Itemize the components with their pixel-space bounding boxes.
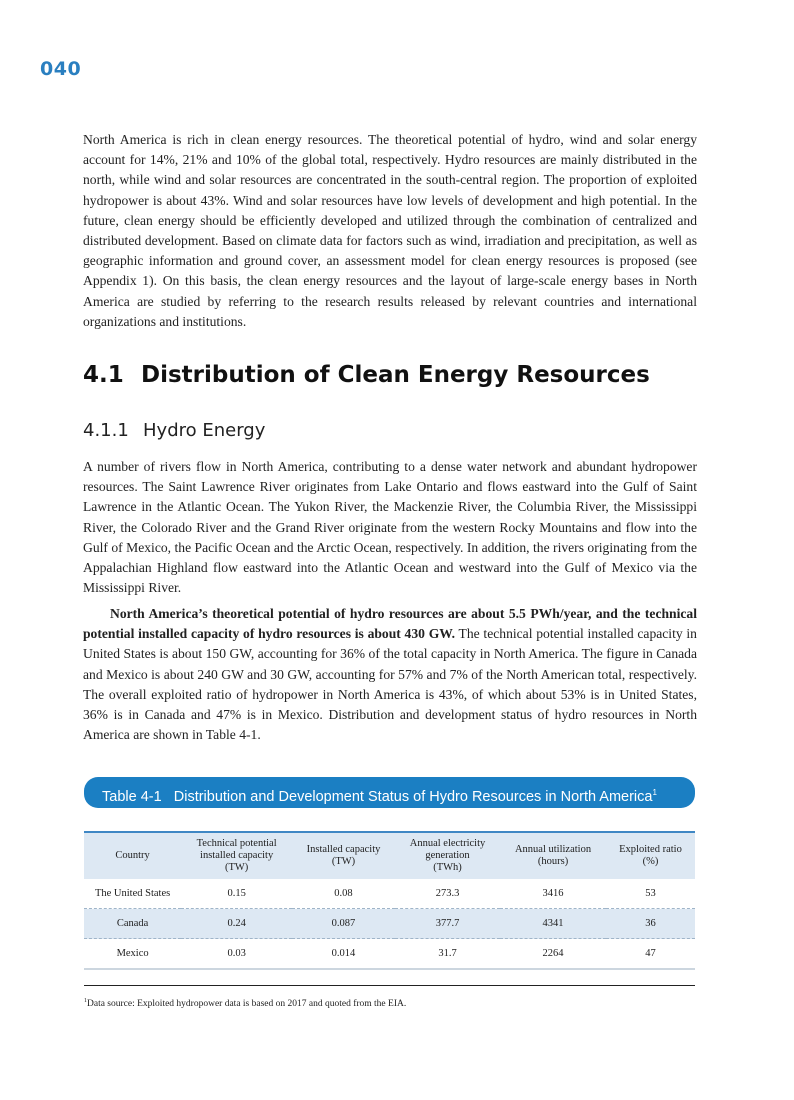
column-header-line: (hours) <box>537 856 569 867</box>
paragraph-potential-bold: North America’s theoretical potential of… <box>83 606 697 642</box>
table-cell: 0.15 <box>227 888 246 899</box>
footnote-text: Data source: Exploited hydropower data i… <box>87 999 407 1010</box>
subsection-title: Hydro Energy <box>143 420 266 441</box>
column-header-line: Country <box>115 850 150 861</box>
table-label: Table 4-1 <box>102 788 162 805</box>
column-header-line: installed capacity <box>200 850 274 861</box>
table-row: The United States 0.15 0.08 273.3 3416 53 <box>84 879 695 909</box>
column-header: Annual utilization (hours) <box>500 832 606 879</box>
column-header-line: (TW) <box>224 862 249 873</box>
table-cell: 4341 <box>542 918 564 929</box>
section-title: Distribution of Clean Energy Resources <box>141 362 650 388</box>
footnote-mark: 1 <box>84 998 87 1004</box>
column-header-line: Technical potential <box>196 838 277 849</box>
column-header: Installed capacity (TW) <box>292 832 395 879</box>
table-cell: 47 <box>645 948 656 959</box>
table-row: Canada 0.24 0.087 377.7 4341 36 <box>84 908 695 939</box>
column-header-line: Annual electricity <box>409 838 486 849</box>
table-cell: 0.014 <box>331 948 356 959</box>
caption-footnote-mark: 1 <box>652 788 657 797</box>
hydro-resources-table: Country Technical potential installed capa… <box>84 831 695 970</box>
column-header-line: (%) <box>642 856 659 867</box>
table-cell: 0.08 <box>334 888 353 899</box>
table-cell: 0.24 <box>227 918 246 929</box>
column-header-line: generation <box>425 850 470 861</box>
footnote: 1Data source: Exploited hydropower data … <box>84 998 406 1009</box>
subsection-number: 4.1.1 <box>83 420 129 441</box>
section-number: 4.1 <box>83 362 124 388</box>
column-header: Annual electricity generation (TWh) <box>395 832 500 879</box>
column-header: Technical potential installed capacity (TW… <box>181 832 292 879</box>
section-heading: 4.1 Distribution of Clean Energy Resource… <box>83 362 650 388</box>
column-header-line: (TWh) <box>433 862 462 873</box>
table-caption: Table 4-1 Distribution and Development S… <box>84 777 695 808</box>
table-cell: 3416 <box>542 888 564 899</box>
page-number: 040 <box>40 58 82 80</box>
column-header-line: (TW) <box>331 856 356 867</box>
table-cell: 0.03 <box>227 948 246 959</box>
intro-paragraph: North America is rich in clean energy re… <box>83 132 697 329</box>
paragraph-potential-text: The technical potential installed capaci… <box>83 626 697 743</box>
column-header-line: Installed capacity <box>306 844 381 855</box>
paragraph-potential: North America’s theoretical potential of… <box>83 604 697 745</box>
table-cell: Mexico <box>116 948 149 959</box>
table-cell: 377.7 <box>435 918 460 929</box>
table-cell: 2264 <box>542 948 564 959</box>
column-header: Exploited ratio (%) <box>606 832 695 879</box>
paragraph-rivers: A number of rivers flow in North America… <box>83 459 697 596</box>
table-cell: 31.7 <box>438 948 457 959</box>
table-header-row: Country Technical potential installed capa… <box>84 832 695 879</box>
table-cell: 36 <box>645 918 656 929</box>
footnote-divider <box>84 985 695 986</box>
table-cell: 273.3 <box>435 888 460 899</box>
table-cell: The United States <box>94 888 171 899</box>
column-header: Country <box>84 832 181 879</box>
table-cell: Canada <box>116 918 149 929</box>
table-title: Distribution and Development Status of H… <box>173 788 653 805</box>
subsection-heading: 4.1.1 Hydro Energy <box>83 420 265 441</box>
table-cell: 0.087 <box>331 918 356 929</box>
table-row: Mexico 0.03 0.014 31.7 2264 47 <box>84 939 695 969</box>
column-header-line: Annual utilization <box>514 844 592 855</box>
table-cell: 53 <box>645 888 656 899</box>
column-header-line: Exploited ratio <box>619 844 682 855</box>
